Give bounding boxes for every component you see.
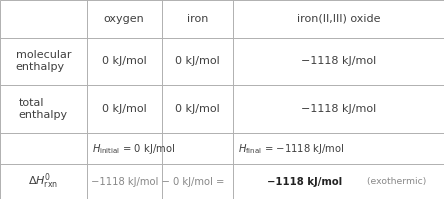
Text: $H_{\mathrm{initial}}$ = 0 kJ/mol: $H_{\mathrm{initial}}$ = 0 kJ/mol — [92, 142, 175, 156]
Text: −1118 kJ/mol − 0 kJ/mol =: −1118 kJ/mol − 0 kJ/mol = — [91, 177, 227, 187]
Text: iron(II,III) oxide: iron(II,III) oxide — [297, 14, 380, 24]
Text: molecular
enthalpy: molecular enthalpy — [16, 50, 71, 72]
Text: (exothermic): (exothermic) — [364, 177, 426, 186]
Text: $H_{\mathrm{final}}$ = −1118 kJ/mol: $H_{\mathrm{final}}$ = −1118 kJ/mol — [238, 142, 345, 156]
Text: 0 kJ/mol: 0 kJ/mol — [102, 56, 147, 66]
Text: total
enthalpy: total enthalpy — [19, 98, 68, 120]
Text: oxygen: oxygen — [104, 14, 145, 24]
Text: −1118 kJ/mol: −1118 kJ/mol — [267, 177, 342, 187]
Text: iron: iron — [187, 14, 208, 24]
Text: −1118 kJ/mol: −1118 kJ/mol — [301, 56, 376, 66]
Text: −1118 kJ/mol: −1118 kJ/mol — [301, 104, 376, 114]
Text: 0 kJ/mol: 0 kJ/mol — [102, 104, 147, 114]
Text: $\Delta H^0_{\mathrm{rxn}}$: $\Delta H^0_{\mathrm{rxn}}$ — [28, 172, 58, 191]
Text: 0 kJ/mol: 0 kJ/mol — [175, 56, 220, 66]
Text: 0 kJ/mol: 0 kJ/mol — [175, 104, 220, 114]
